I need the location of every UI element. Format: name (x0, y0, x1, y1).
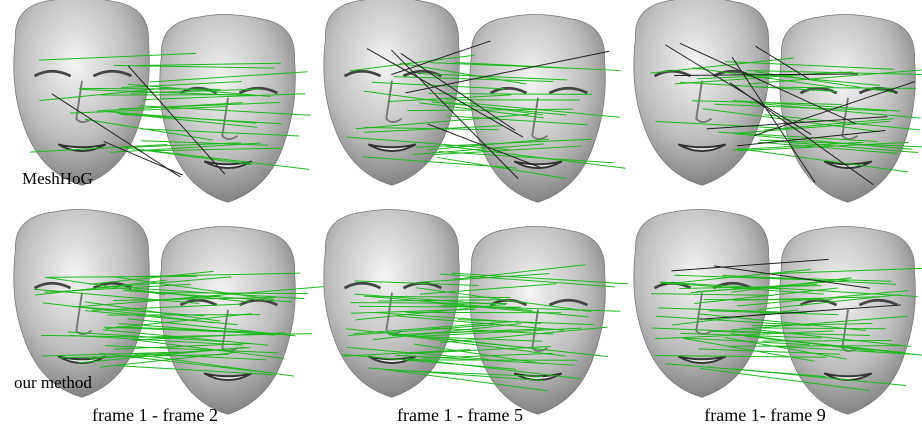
panels (14, 0, 922, 414)
row-label: MeshHoG (22, 169, 93, 188)
face (780, 15, 916, 203)
row-label: our method (14, 373, 92, 392)
face (634, 0, 770, 185)
face-mesh (160, 227, 296, 415)
face (14, 0, 150, 185)
column-label: frame 1 - frame 5 (397, 405, 523, 425)
correspondence (730, 346, 900, 347)
panel (324, 210, 629, 415)
face (780, 227, 916, 415)
column-label: frame 1 - frame 2 (92, 405, 218, 425)
column-label: frame 1- frame 9 (704, 405, 825, 425)
face-mesh (780, 227, 916, 415)
face-mesh (14, 210, 150, 398)
figure: MeshHoG our method frame 1 - frame 2 fra… (0, 0, 922, 432)
face-mesh (634, 210, 770, 398)
panel (324, 0, 626, 202)
face-mesh (14, 0, 150, 185)
face (160, 227, 296, 415)
face-mesh (780, 15, 916, 203)
face (14, 210, 150, 398)
panel (634, 0, 922, 202)
face (634, 210, 770, 398)
panel (634, 210, 922, 415)
face-mesh (634, 0, 770, 185)
page: MeshHoG our method frame 1 - frame 2 fra… (0, 0, 922, 432)
